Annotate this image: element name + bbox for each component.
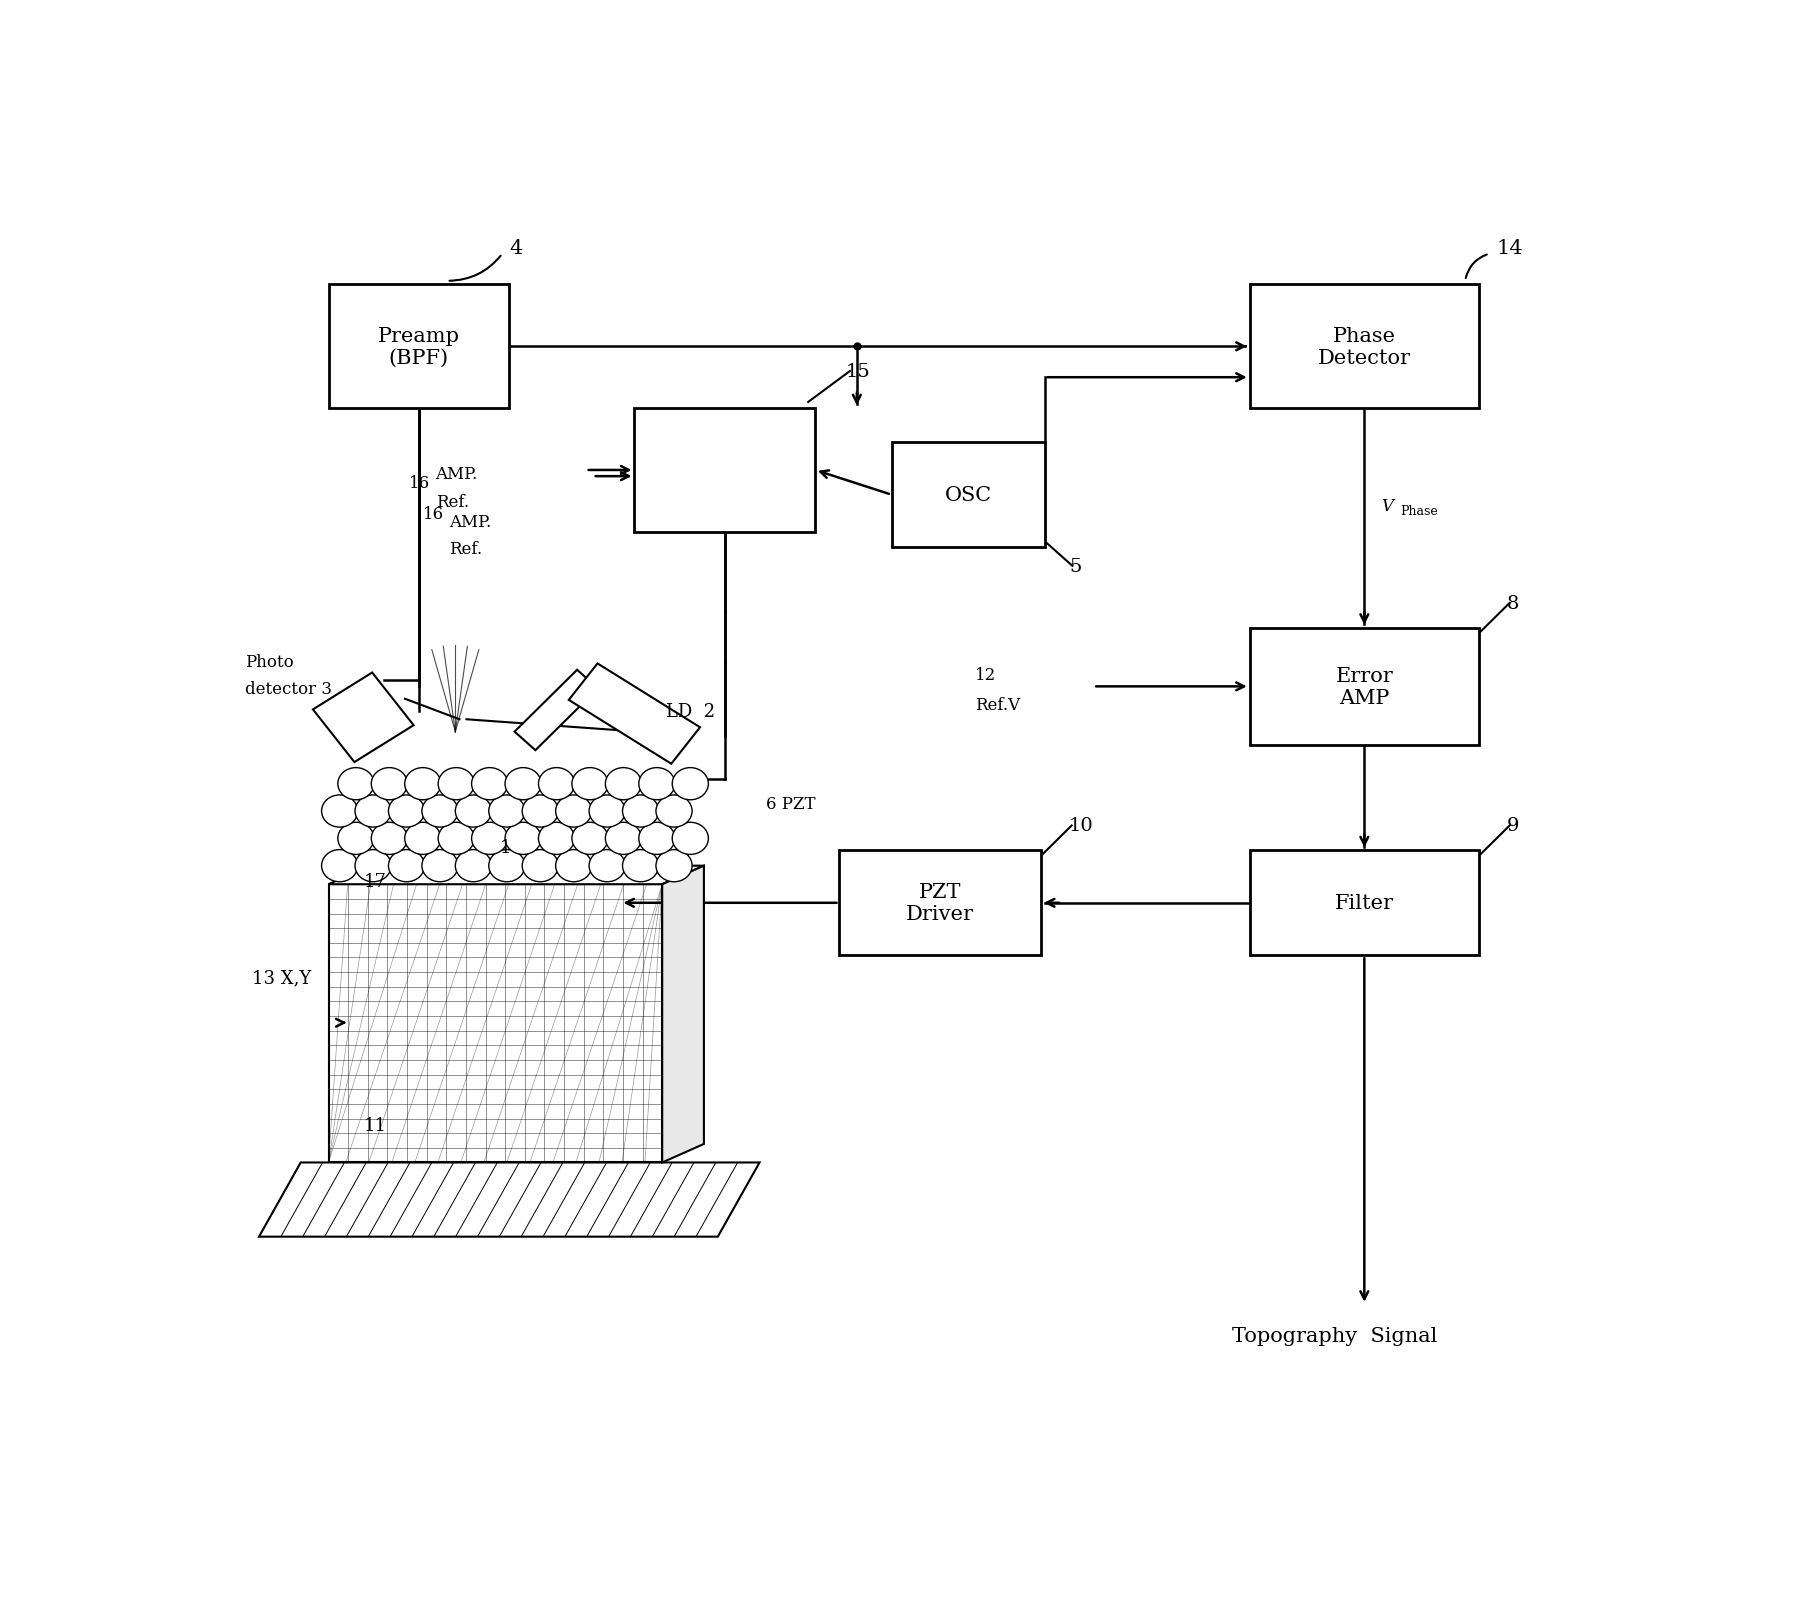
Circle shape — [556, 796, 592, 828]
Circle shape — [389, 796, 425, 828]
Circle shape — [522, 851, 558, 883]
Circle shape — [605, 769, 642, 801]
Circle shape — [337, 823, 373, 855]
Polygon shape — [258, 1162, 759, 1237]
Circle shape — [572, 769, 608, 801]
Text: 6 PZT: 6 PZT — [766, 796, 816, 812]
Circle shape — [657, 851, 692, 883]
Circle shape — [605, 823, 642, 855]
Circle shape — [522, 796, 558, 828]
Polygon shape — [662, 867, 703, 1162]
Circle shape — [456, 796, 492, 828]
Circle shape — [371, 769, 407, 801]
Circle shape — [623, 796, 658, 828]
FancyBboxPatch shape — [1250, 286, 1478, 409]
Circle shape — [506, 769, 542, 801]
FancyBboxPatch shape — [840, 851, 1041, 955]
Circle shape — [657, 796, 692, 828]
Text: Topography  Signal: Topography Signal — [1232, 1326, 1437, 1345]
Circle shape — [422, 851, 457, 883]
Text: Preamp
(BPF): Preamp (BPF) — [379, 326, 459, 368]
Circle shape — [438, 823, 474, 855]
Text: AMP.: AMP. — [450, 514, 492, 531]
Text: 9: 9 — [1507, 817, 1520, 835]
Text: Ref.: Ref. — [450, 541, 483, 559]
Circle shape — [438, 769, 474, 801]
Circle shape — [572, 823, 608, 855]
Text: Phase: Phase — [1401, 504, 1439, 518]
Circle shape — [673, 769, 709, 801]
Text: Phase
Detector: Phase Detector — [1319, 326, 1410, 368]
Text: detector 3: detector 3 — [246, 681, 332, 698]
Circle shape — [405, 823, 441, 855]
Circle shape — [538, 823, 574, 855]
Circle shape — [389, 851, 425, 883]
Text: 4: 4 — [509, 239, 522, 258]
Circle shape — [639, 769, 675, 801]
Circle shape — [538, 769, 574, 801]
Polygon shape — [328, 884, 662, 1162]
Text: V: V — [1381, 498, 1392, 515]
Text: 14: 14 — [1496, 239, 1523, 258]
Circle shape — [623, 851, 658, 883]
Circle shape — [472, 823, 508, 855]
Circle shape — [355, 796, 391, 828]
Circle shape — [422, 796, 457, 828]
Circle shape — [321, 851, 357, 883]
FancyBboxPatch shape — [892, 443, 1044, 547]
Text: AMP.: AMP. — [436, 465, 477, 483]
Polygon shape — [515, 671, 597, 751]
Polygon shape — [328, 867, 703, 884]
Text: 12: 12 — [976, 666, 996, 684]
Circle shape — [488, 851, 526, 883]
Circle shape — [371, 823, 407, 855]
Circle shape — [556, 851, 592, 883]
Text: Ref.V: Ref.V — [976, 697, 1021, 714]
Text: Ref.: Ref. — [436, 493, 468, 510]
Circle shape — [405, 769, 441, 801]
Polygon shape — [569, 664, 700, 764]
Text: 5: 5 — [1069, 557, 1082, 576]
Text: OSC: OSC — [944, 486, 992, 506]
Circle shape — [337, 769, 373, 801]
Circle shape — [355, 851, 391, 883]
Text: Photo: Photo — [246, 653, 294, 671]
Text: 16: 16 — [409, 475, 431, 491]
Circle shape — [588, 851, 626, 883]
Circle shape — [588, 796, 626, 828]
Text: PZT
Driver: PZT Driver — [906, 883, 974, 924]
Circle shape — [673, 823, 709, 855]
Text: 10: 10 — [1069, 817, 1094, 835]
Text: 13 X,Y: 13 X,Y — [251, 968, 312, 987]
FancyBboxPatch shape — [1250, 851, 1478, 955]
Circle shape — [321, 796, 357, 828]
Circle shape — [456, 851, 492, 883]
Text: 8: 8 — [1507, 594, 1520, 613]
Text: 15: 15 — [845, 363, 870, 380]
Text: 16: 16 — [423, 506, 443, 522]
FancyBboxPatch shape — [328, 286, 509, 409]
Polygon shape — [312, 672, 414, 762]
Text: Error
AMP: Error AMP — [1335, 666, 1394, 708]
FancyBboxPatch shape — [1250, 628, 1478, 746]
Text: 17: 17 — [362, 872, 386, 889]
FancyBboxPatch shape — [635, 409, 814, 533]
Circle shape — [488, 796, 526, 828]
Circle shape — [639, 823, 675, 855]
Text: LD  2: LD 2 — [666, 703, 716, 721]
Text: 11: 11 — [362, 1117, 386, 1135]
Circle shape — [506, 823, 542, 855]
Text: Filter: Filter — [1335, 894, 1394, 913]
Text: 1: 1 — [499, 838, 511, 857]
Circle shape — [472, 769, 508, 801]
